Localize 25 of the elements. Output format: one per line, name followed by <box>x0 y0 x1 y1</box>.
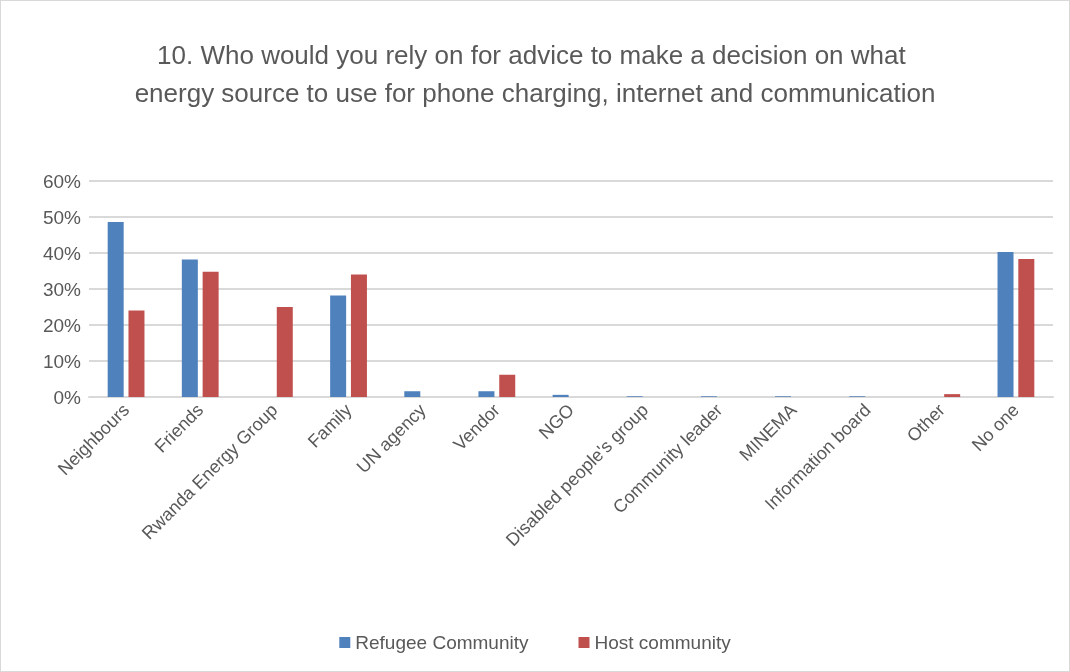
legend-label: Refugee Community <box>355 632 529 653</box>
y-tick-label: 50% <box>42 206 82 228</box>
bar <box>552 394 569 397</box>
y-tick-label: 60% <box>42 170 82 192</box>
bar <box>202 271 219 397</box>
bar <box>107 222 124 397</box>
y-tick-label: 10% <box>42 350 82 372</box>
bar <box>276 307 293 397</box>
bar <box>404 391 421 397</box>
legend-label: Host community <box>594 632 732 653</box>
bar <box>181 259 198 397</box>
x-tick-label: No one <box>967 399 1023 456</box>
bar <box>330 295 347 397</box>
bar <box>478 391 495 397</box>
bar <box>944 394 961 397</box>
bar <box>128 310 145 397</box>
y-tick-label: 20% <box>42 314 82 336</box>
y-tick-label: 0% <box>53 386 82 408</box>
chart-title: 10. Who would you rely on for advice to make a decision on what energy source to use for phone charging, internet and communication <box>134 40 936 108</box>
y-tick-label: 40% <box>42 242 82 264</box>
bar <box>1018 259 1035 397</box>
y-tick-label: 30% <box>42 278 82 300</box>
bar <box>499 374 516 397</box>
bar <box>997 251 1014 397</box>
bar <box>350 274 367 397</box>
